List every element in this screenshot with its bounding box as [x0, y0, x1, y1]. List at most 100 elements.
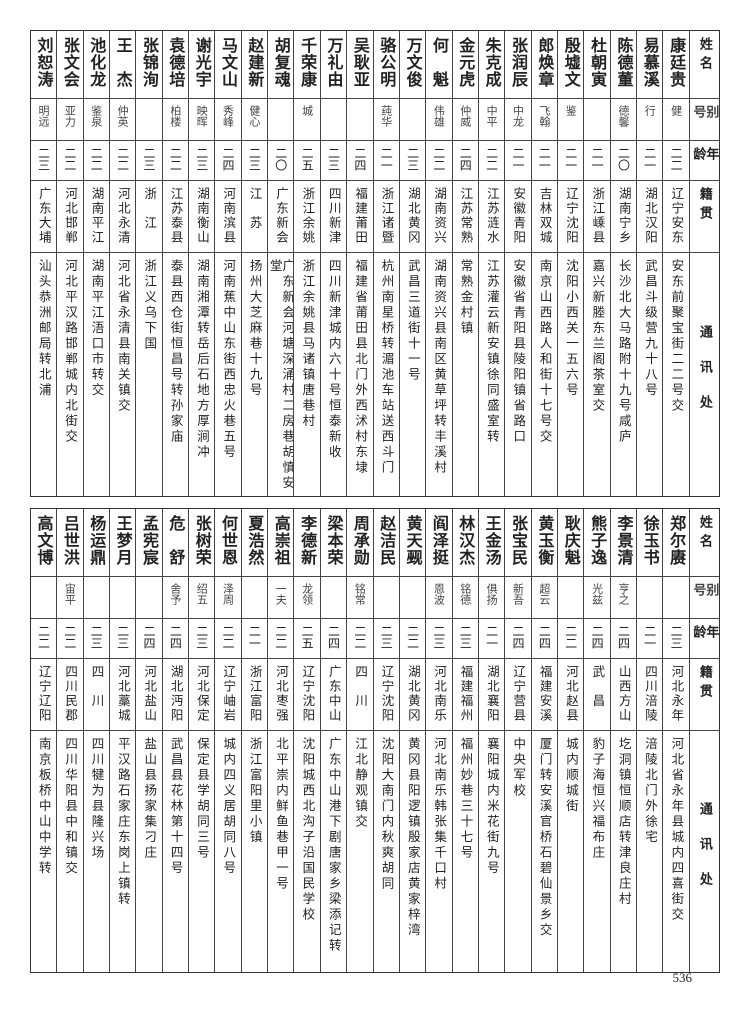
- person-origin-cell: 江苏涟水: [478, 181, 505, 253]
- person-alias-cell: 秀峰: [215, 99, 241, 141]
- person-age-cell: 二一: [478, 619, 505, 659]
- person-origin-cell: 河北永清: [109, 181, 136, 253]
- header-label-origin: 籍贯: [696, 187, 712, 225]
- person-origin-cell: 广东中山: [320, 659, 347, 731]
- person-age-cell: 二三: [109, 619, 136, 659]
- person-address-cell: 襄阳城内米花街九号: [479, 731, 504, 972]
- person-name-cell: 池化龙: [83, 31, 109, 99]
- person-name-cell: 熊子逸: [584, 509, 610, 577]
- person-age-cell: 二三: [426, 619, 452, 659]
- person-address-cell: 浙江义乌下国: [136, 253, 161, 496]
- person-age: 二二: [563, 625, 578, 649]
- person-origin: 福建福州: [458, 665, 474, 723]
- person-age-cell: 二四: [505, 619, 531, 659]
- person-age: 二二: [62, 625, 77, 649]
- person-alias-cell: [83, 577, 109, 619]
- person-name: 黄玉衡: [535, 515, 555, 566]
- person-alias: 明远: [37, 105, 51, 127]
- person-name-cell: 吕世洪: [57, 509, 83, 577]
- person-record: 杜朝寅 二一 浙江嵊县 嘉兴新塍东兰阁茶室交: [583, 31, 610, 496]
- person-origin: 河北邯郸: [63, 187, 79, 245]
- person-origin-cell: 河南滨县: [215, 181, 241, 253]
- person-age-cell: 二二: [83, 141, 109, 181]
- person-name-cell: 张锦洵: [136, 31, 162, 99]
- person-age: 二二: [62, 147, 77, 171]
- person-address-cell: 江苏灌云新安镇徐同盛室转: [479, 253, 504, 496]
- person-record: 千荣康城二五 浙江余姚 浙江余姚县马诸镇唐巷村: [293, 31, 320, 496]
- person-origin: 辽宁沈阳: [563, 187, 579, 245]
- person-record: 耿庆魁 二二 河北赵县 城内顺城街: [557, 509, 584, 972]
- person-address-cell: 城内四义居胡同八号: [215, 731, 240, 972]
- person-name: 张文会: [60, 37, 80, 88]
- person-record: 林汉杰 铭德 二三 福建福州 福州妙巷三十七号: [451, 509, 478, 972]
- person-record: 刘恕涛 明远 二三 广东大埔 汕头恭洲邮局转北浦: [30, 31, 57, 496]
- person-name: 谢光宇: [192, 37, 212, 88]
- person-name-cell: 高文博: [30, 509, 57, 577]
- person-origin-cell: 四川涪陵: [637, 659, 663, 731]
- person-age: 二四: [168, 625, 183, 649]
- person-address: 河北平汉路邯郸城内北街交: [63, 259, 79, 445]
- person-origin: 河北赵县: [563, 665, 579, 723]
- person-age-cell: 二三: [452, 619, 478, 659]
- person-address: 湖南资兴县南区黄草坪转丰溪村: [432, 259, 448, 476]
- person-record: 胡复魂 二〇 广东新会 广东新会河塘深涌村二房巷胡慎安堂: [267, 31, 294, 496]
- person-name: 何世恩: [219, 515, 239, 566]
- person-address: 武昌三道街十一号: [405, 259, 421, 383]
- person-address-cell: 广东新会河塘深涌村二房巷胡慎安堂: [268, 253, 293, 496]
- person-alias-cell: 仲威: [452, 99, 478, 141]
- person-age: 二二: [669, 147, 684, 171]
- person-age-cell: 二三: [373, 619, 399, 659]
- person-address-cell: 泰县西仓街恒昌号转孙家庙: [163, 253, 188, 496]
- person-address: 泰县西仓街恒昌号转孙家庙: [168, 259, 184, 445]
- person-origin: 河北盐山: [142, 665, 158, 723]
- person-alias: 健: [669, 105, 683, 116]
- person-origin: 河北藁城: [115, 665, 131, 723]
- person-record: 殷墟文鉴二一 辽宁沈阳 沈阳小西关一五六号: [557, 31, 584, 496]
- person-name-cell: 梁本荣: [320, 509, 347, 577]
- person-record: 陈德董 德馨 二〇 湖南宁乡 长沙北大马路附十九号咸庐: [609, 31, 637, 496]
- person-origin-cell: 辽宁安东: [663, 181, 689, 253]
- person-alias-cell: 亚力: [57, 99, 83, 141]
- person-age: 二三: [194, 625, 209, 649]
- person-address-cell: 黄冈县阳逻镇殷家店黄家梓湾: [400, 731, 425, 972]
- person-name: 刘恕涛: [34, 37, 54, 88]
- person-age: 二〇: [616, 147, 631, 171]
- person-origin: 湖南宁乡: [616, 187, 632, 245]
- person-age-cell: 二二: [268, 619, 294, 659]
- person-alias: 中平: [485, 105, 499, 127]
- person-origin: 浙江富阳: [247, 665, 263, 723]
- person-alias-cell: 健心: [241, 99, 268, 141]
- person-age: 二二: [352, 625, 367, 649]
- person-alias-cell: 映晖: [189, 99, 215, 141]
- person-age-cell: 二五: [294, 141, 320, 181]
- person-address: 沈阳大南门内秋爽胡同: [379, 737, 395, 892]
- person-alias-cell: [373, 577, 399, 619]
- person-origin: 吉林双城: [537, 187, 553, 245]
- person-name-cell: 周承勋: [347, 509, 373, 577]
- header-cell-age: 年龄: [689, 619, 719, 659]
- person-origin-cell: 湖北襄阳: [478, 659, 505, 731]
- person-address: 南京板桥中山中学转: [36, 737, 52, 877]
- person-name: 袁德培: [166, 37, 186, 88]
- person-record: 高崇祖 一夫 二二 河北枣强 北平崇内鲜鱼巷甲一号: [267, 509, 294, 972]
- person-address-cell: 长沙北大马路附十九号咸庐: [611, 253, 636, 496]
- person-address-cell: 厦门转安溪官桥石碧仙景乡交: [532, 731, 557, 972]
- person-record: 王金汤 俱扬 二一 湖北襄阳 襄阳城内米花街九号: [477, 509, 505, 972]
- person-address: 四川犍为县隆兴场: [89, 737, 105, 861]
- person-origin-cell: 江 苏: [241, 181, 268, 253]
- person-name-cell: 耿庆魁: [558, 509, 584, 577]
- person-origin-cell: 河北赵县: [558, 659, 584, 731]
- person-alias: 俱扬: [485, 583, 499, 605]
- person-name: 康廷贵: [667, 37, 687, 88]
- person-address-cell: 安东前聚宝街二二号交: [663, 253, 688, 496]
- person-origin-cell: 辽宁沈阳: [373, 659, 399, 731]
- person-age-cell: 二三: [30, 141, 57, 181]
- person-origin-cell: 湖北汉阳: [637, 181, 663, 253]
- person-alias-cell: 绍五: [189, 577, 215, 619]
- person-origin-cell: 辽宁沈阳: [294, 659, 320, 731]
- person-record: 郎焕章 飞翰 二一 吉林双城 南京山西路人和街十七号交: [530, 31, 558, 496]
- person-age-cell: 二一: [558, 141, 584, 181]
- person-age-cell: 二二: [558, 619, 584, 659]
- person-alias: 莼华: [379, 105, 393, 127]
- person-origin-cell: 四川新津: [320, 181, 347, 253]
